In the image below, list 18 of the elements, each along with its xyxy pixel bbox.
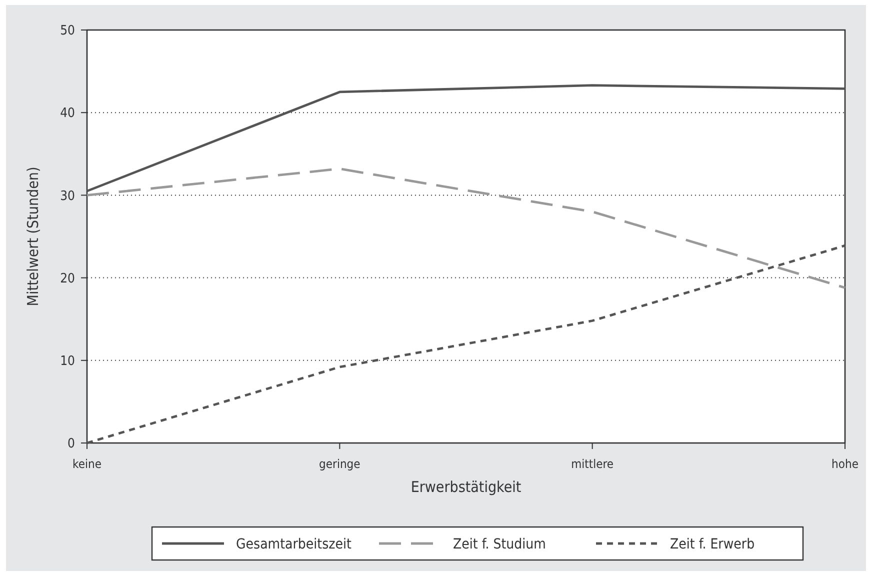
legend-label: Zeit f. Studium bbox=[453, 536, 546, 552]
y-tick-label: 30 bbox=[60, 188, 75, 204]
line-series bbox=[86, 244, 846, 444]
x-tick-label: keine bbox=[72, 457, 102, 471]
line-series bbox=[86, 168, 846, 289]
y-tick-label: 40 bbox=[60, 106, 75, 122]
x-tick-label: geringe bbox=[319, 457, 361, 471]
x-tick-label: hohe bbox=[832, 457, 859, 471]
x-axis-title: Erwerbstätigkeit bbox=[410, 478, 522, 496]
legend-label: Gesamtarbeitszeit bbox=[236, 536, 352, 552]
y-tick-label: 50 bbox=[60, 24, 75, 39]
y-tick-label: 20 bbox=[60, 271, 75, 286]
legend-label: Zeit f. Erwerb bbox=[670, 536, 755, 552]
y-tick-label: 0 bbox=[68, 436, 75, 452]
line-series bbox=[86, 84, 846, 192]
y-tick-label: 10 bbox=[60, 354, 75, 369]
y-axis-title: Mittelwert (Stunden) bbox=[24, 166, 42, 306]
x-tick-label: mittlere bbox=[571, 457, 614, 471]
